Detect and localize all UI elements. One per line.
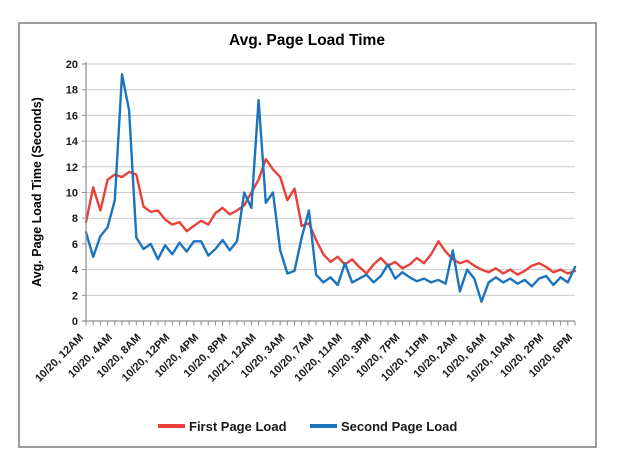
chart-title: Avg. Page Load Time (229, 32, 385, 49)
y-tick-label: 14 (66, 136, 79, 148)
y-axis-ticks (82, 63, 86, 322)
y-axis-title: Avg. Page Load Time (Seconds) (30, 97, 44, 287)
data-series-lines (84, 73, 577, 303)
chart-frame (18, 22, 597, 448)
y-tick-label: 8 (72, 213, 78, 225)
y-tick-label: 2 (72, 290, 78, 302)
y-axis-tick-labels: 0 2 4 6 8 10 12 14 16 18 20 (66, 59, 79, 328)
y-tick-label: 12 (66, 162, 78, 174)
gridlines (86, 63, 575, 296)
y-tick-label: 6 (72, 239, 78, 251)
legend-label-first-page-load: First Page Load (189, 419, 287, 434)
x-axis-ticks (85, 321, 576, 326)
axes (82, 62, 575, 322)
y-tick-label: 20 (66, 59, 78, 71)
chart-legend: First Page Load Second Page Load (158, 419, 457, 434)
series-line-first-page-load (84, 157, 577, 276)
series-line-second-page-load (84, 73, 577, 303)
y-tick-label: 18 (66, 85, 78, 97)
y-tick-label: 0 (72, 316, 78, 328)
y-tick-label: 10 (66, 188, 78, 200)
y-tick-label: 4 (72, 265, 79, 277)
legend-label-second-page-load: Second Page Load (341, 419, 457, 434)
y-tick-label: 16 (66, 110, 78, 122)
